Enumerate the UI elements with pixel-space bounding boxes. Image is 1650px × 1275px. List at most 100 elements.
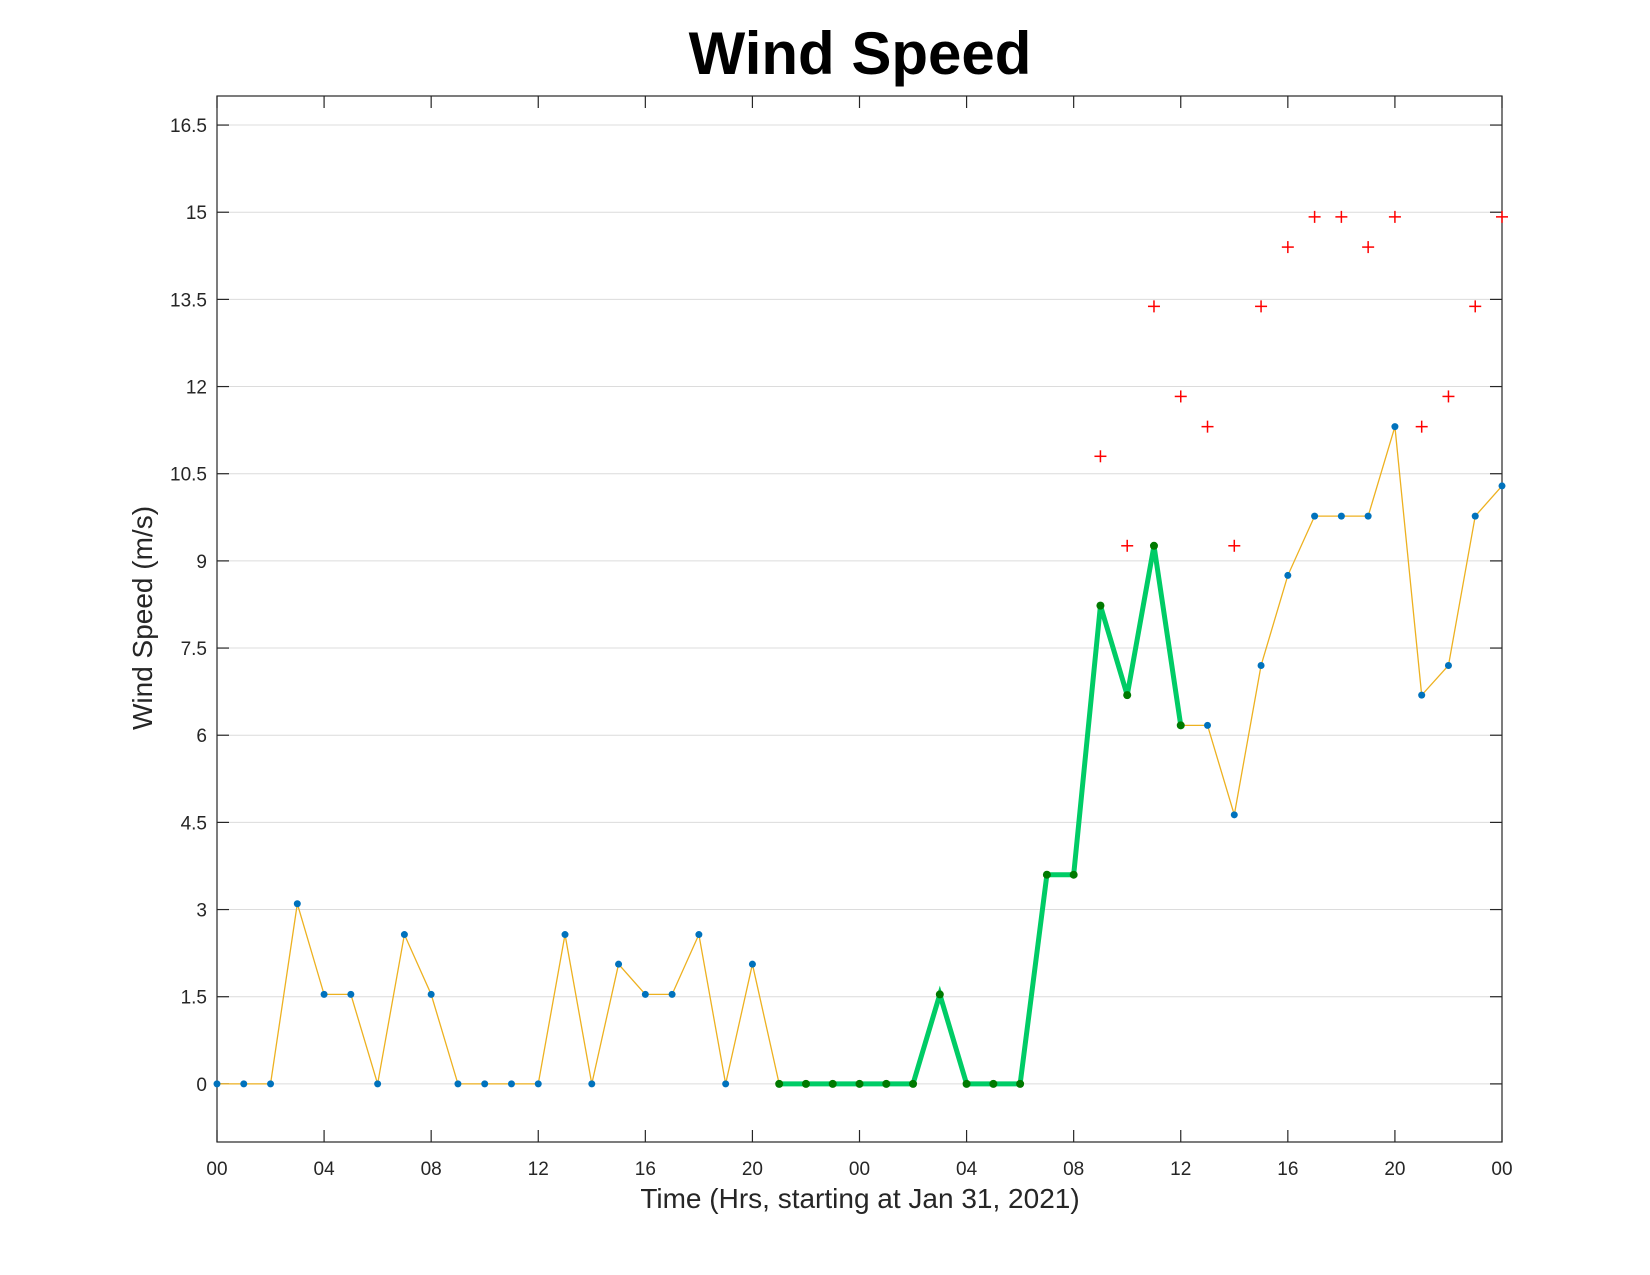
data-point (775, 1079, 784, 1088)
data-point (668, 990, 676, 998)
x-tick-label: 12 (528, 1159, 549, 1180)
data-point (240, 1080, 248, 1088)
data-point (1471, 512, 1479, 520)
plus-marker (1442, 390, 1455, 403)
x-tick-label: 04 (314, 1159, 336, 1180)
plus-marker (1174, 390, 1187, 403)
data-point (267, 1080, 275, 1088)
gridlines (217, 124, 1502, 1085)
plot-area (216, 95, 1503, 1143)
data-point (1311, 512, 1319, 520)
plus-marker (1496, 210, 1508, 223)
data-point (1257, 661, 1265, 669)
y-tick-label: 10.5 (170, 465, 207, 486)
y-tick-label: 9 (196, 552, 207, 573)
data-point (561, 931, 569, 939)
data-point (507, 1080, 515, 1088)
plus-marker (1121, 539, 1134, 552)
y-tick-label: 13.5 (170, 290, 207, 311)
data-point (1096, 601, 1105, 610)
data-point (481, 1080, 489, 1088)
data-point (347, 990, 355, 998)
data-point (374, 1080, 382, 1088)
plus-marker (1335, 210, 1348, 223)
y-tick-label: 15 (186, 203, 207, 224)
data-point (1149, 541, 1158, 550)
x-tick-label: 16 (1277, 1159, 1298, 1180)
data-point (1498, 482, 1506, 490)
plus-marker (1094, 450, 1107, 463)
y-tick-label: 12 (186, 378, 207, 399)
x-tick-label: 08 (421, 1159, 442, 1180)
data-point (828, 1079, 837, 1088)
plus-marker (1228, 539, 1241, 552)
y-tick-label: 1.5 (181, 988, 207, 1009)
data-point (588, 1080, 596, 1088)
data-point (855, 1079, 864, 1088)
data-point (427, 990, 435, 998)
data-point (1444, 661, 1452, 669)
data-series (213, 210, 1508, 1088)
data-point (454, 1080, 462, 1088)
plus-marker (1308, 210, 1321, 223)
series-line (217, 426, 1503, 1085)
plus-marker (1415, 420, 1428, 433)
x-tick-label: 00 (1491, 1159, 1512, 1180)
series-line (779, 545, 1184, 1087)
x-tick-label: 20 (742, 1159, 763, 1180)
y-tick-label: 0 (196, 1075, 207, 1096)
data-point (400, 931, 408, 939)
plus-marker (1201, 420, 1214, 433)
data-point (909, 1079, 918, 1088)
x-tick-label: 00 (206, 1159, 227, 1180)
plus-marker (1147, 300, 1160, 313)
data-point (1176, 721, 1185, 730)
axis-ticks: 0 1.5 3 4.5 6 7.5 9 10.5 12 13.5 15 16.5 00 04 08 12 16 2… (170, 96, 1513, 1180)
data-point (1284, 571, 1292, 579)
series-2 (1094, 210, 1508, 552)
data-point (293, 900, 301, 908)
series-0 (213, 423, 1506, 1088)
y-tick-label: 7.5 (181, 639, 207, 660)
data-point (1230, 811, 1238, 819)
data-point (748, 960, 756, 968)
data-point (962, 1079, 971, 1088)
y-tick-label: 16.5 (170, 116, 207, 137)
data-point (989, 1079, 998, 1088)
data-point (1204, 721, 1212, 729)
data-point (1042, 870, 1051, 879)
y-tick-label: 6 (196, 726, 207, 747)
x-tick-label: 08 (1063, 1159, 1084, 1180)
plus-marker (1469, 300, 1482, 313)
data-point (695, 931, 703, 939)
series-1 (775, 541, 1185, 1088)
data-point (534, 1080, 542, 1088)
plus-marker (1388, 210, 1401, 223)
data-point (1391, 423, 1399, 431)
plus-marker (1281, 241, 1294, 254)
data-point (1364, 512, 1372, 520)
x-tick-label: 20 (1384, 1159, 1405, 1180)
y-axis-label: Wind Speed (m/s) (127, 506, 158, 730)
data-point (882, 1079, 891, 1088)
data-point (213, 1080, 221, 1088)
data-point (641, 990, 649, 998)
plus-marker (1362, 241, 1375, 254)
y-tick-label: 3 (196, 901, 207, 922)
data-point (1123, 691, 1132, 700)
data-point (1418, 691, 1426, 699)
data-point (801, 1079, 810, 1088)
data-point (935, 990, 944, 999)
x-axis-label: Time (Hrs, starting at Jan 31, 2021) (640, 1183, 1079, 1214)
data-point (1337, 512, 1345, 520)
data-point (1069, 870, 1078, 879)
plus-marker (1255, 300, 1268, 313)
data-point (1016, 1079, 1025, 1088)
x-tick-label: 12 (1170, 1159, 1191, 1180)
x-tick-label: 00 (849, 1159, 870, 1180)
x-tick-label: 16 (635, 1159, 656, 1180)
chart-title: Wind Speed (689, 20, 1032, 87)
y-tick-label: 4.5 (181, 813, 207, 834)
data-point (615, 960, 623, 968)
